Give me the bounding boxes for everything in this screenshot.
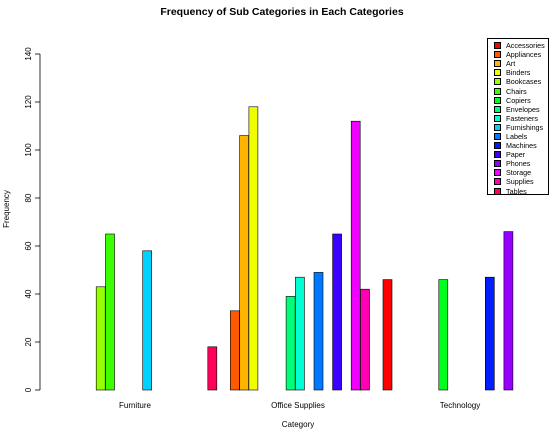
bar-bookcases-furniture (95, 286, 106, 391)
bar-machines-technology (484, 276, 495, 391)
y-tick-label: 60 (24, 241, 33, 250)
legend-swatch (494, 187, 501, 195)
legend-item: Binders (488, 68, 548, 77)
legend-label: Storage (506, 168, 532, 178)
legend-label: Binders (506, 68, 531, 78)
legend-swatch (494, 105, 501, 113)
legend-label: Accessories (506, 41, 545, 51)
bar-tables-furniture (207, 346, 218, 391)
legend-swatch (494, 142, 501, 150)
legend-swatch (494, 42, 501, 50)
legend-label: Fasteners (506, 113, 538, 123)
bar-labels-office-supplies (313, 272, 324, 391)
legend-swatch (494, 114, 501, 122)
legend-swatch (494, 169, 501, 177)
bar-copiers-technology (438, 279, 449, 391)
legend-swatch (494, 87, 501, 95)
bar-appliances-office-supplies (230, 310, 240, 391)
bar-accessories-technology (382, 279, 393, 391)
legend-item: Supplies (488, 177, 548, 186)
x-tick-label: Furniture (119, 401, 152, 410)
legend-item: Storage (488, 168, 548, 177)
legend-swatch (494, 160, 501, 168)
legend-label: Furnishings (506, 122, 544, 132)
bar-chairs-furniture (105, 233, 115, 391)
legend-item: Accessories (488, 41, 548, 50)
legend-swatch (494, 60, 501, 68)
legend-item: Phones (488, 159, 548, 168)
legend-swatch (494, 151, 501, 159)
legend-swatch (494, 96, 501, 104)
legend-label: Machines (506, 141, 537, 151)
legend-item: Art (488, 59, 548, 68)
y-tick-label: 100 (24, 143, 33, 157)
legend-item: Machines (488, 141, 548, 150)
legend-item: Paper (488, 150, 548, 159)
y-tick-label: 20 (24, 337, 33, 346)
y-tick-label: 40 (24, 289, 33, 298)
legend-swatch (494, 123, 501, 131)
x-axis-label: Category (282, 420, 314, 429)
legend-label: Appliances (506, 50, 542, 60)
legend-item: Tables (488, 187, 548, 196)
bar-storage-office-supplies (350, 120, 361, 391)
legend-label: Labels (506, 131, 528, 141)
legend-item: Envelopes (488, 105, 548, 114)
legend: Accessories Appliances Art Binders Bookcases… (487, 38, 549, 196)
legend-label: Envelopes (506, 104, 540, 114)
bar-furnishings-furniture (142, 250, 152, 391)
legend-label: Tables (506, 186, 527, 196)
bar-fasteners-office-supplies (295, 276, 305, 391)
y-tick-label: 140 (24, 47, 33, 61)
bar-art-office-supplies (239, 135, 249, 391)
legend-item: Bookcases (488, 77, 548, 86)
legend-label: Phones (506, 159, 531, 169)
x-tick-label: Office Supplies (271, 401, 325, 410)
y-tick-label: 80 (24, 193, 33, 202)
bar-paper-office-supplies (332, 233, 342, 391)
legend-swatch (494, 51, 501, 59)
y-tick-label: 120 (24, 95, 33, 109)
legend-label: Paper (506, 150, 526, 160)
chart-title: Frequency of Sub Categories in Each Cate… (160, 6, 403, 18)
bar-phones-technology (503, 231, 514, 391)
bars-group (95, 106, 514, 391)
legend-label: Copiers (506, 95, 531, 105)
bar-supplies-office-supplies (360, 288, 370, 391)
bar-binders-office-supplies (248, 106, 259, 391)
legend-item: Labels (488, 132, 548, 141)
legend-swatch (494, 78, 501, 86)
y-axis-label: Frequency (2, 190, 11, 228)
legend-label: Chairs (506, 86, 527, 96)
legend-label: Bookcases (506, 77, 542, 87)
legend-swatch (494, 132, 501, 140)
legend-item: Fasteners (488, 114, 548, 123)
legend-label: Supplies (506, 177, 534, 187)
x-tick-label: Technology (440, 401, 480, 410)
legend-item: Chairs (488, 86, 548, 96)
legend-item: Furnishings (488, 123, 548, 132)
x-axis-tick-labels: Furniture Office Supplies Technology (119, 401, 480, 410)
y-tick-label: 0 (24, 387, 33, 392)
legend-swatch (494, 178, 501, 186)
bar-envelopes-office-supplies (285, 296, 296, 391)
y-axis: 0 20 40 60 80 100 120 140 (24, 47, 41, 392)
legend-swatch (494, 69, 501, 77)
legend-label: Art (506, 59, 516, 69)
legend-item: Appliances (488, 50, 548, 59)
legend-item: Copiers (488, 96, 548, 105)
